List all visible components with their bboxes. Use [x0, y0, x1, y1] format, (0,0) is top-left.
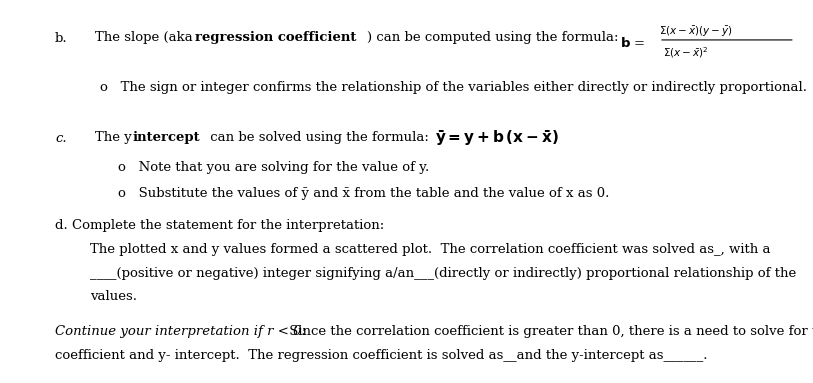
Text: can be solved using the formula:: can be solved using the formula: — [206, 131, 429, 144]
Text: ) can be computed using the formula:: ) can be computed using the formula: — [367, 31, 619, 44]
Text: The y: The y — [95, 131, 136, 144]
Text: regression coefficient: regression coefficient — [195, 31, 356, 44]
Text: o   Substitute the values of ȳ and x̄ from the table and the value of x as 0.: o Substitute the values of ȳ and x̄ from… — [118, 187, 610, 200]
Text: b.: b. — [55, 31, 67, 44]
Text: $\mathbf{b}$ =: $\mathbf{b}$ = — [620, 36, 646, 50]
Text: The plotted x and y values formed a scattered plot.  The correlation coefficient: The plotted x and y values formed a scat… — [90, 244, 771, 257]
Text: The slope (aka: The slope (aka — [95, 31, 197, 44]
Text: d. Complete the statement for the interpretation:: d. Complete the statement for the interp… — [55, 218, 385, 231]
Text: $\mathbf{\bar{y} = y + b\,(x - \bar{x})}$: $\mathbf{\bar{y} = y + b\,(x - \bar{x})}… — [435, 128, 559, 148]
Text: $\Sigma(x-\bar{x})^{2}$: $\Sigma(x-\bar{x})^{2}$ — [663, 45, 709, 60]
Text: Continue your interpretation if r < 0:: Continue your interpretation if r < 0: — [55, 324, 306, 337]
Text: o   The sign or integer confirms the relationship of the variables either direct: o The sign or integer confirms the relat… — [100, 82, 807, 95]
Text: ____(positive or negative) integer signifying a/an___(directly or indirectly) pr: ____(positive or negative) integer signi… — [90, 267, 796, 280]
Text: o   Note that you are solving for the value of y.: o Note that you are solving for the valu… — [118, 162, 429, 175]
Text: coefficient and y- intercept.  The regression coefficient is solved as__and the : coefficient and y- intercept. The regres… — [55, 349, 707, 362]
Text: $\Sigma(x-\bar{x})(y-\bar{y})$: $\Sigma(x-\bar{x})(y-\bar{y})$ — [659, 25, 733, 39]
Text: c.: c. — [55, 131, 67, 144]
Text: Since the correlation coefficient is greater than 0, there is a need to solve fo: Since the correlation coefficient is gre… — [285, 324, 813, 337]
Text: intercept: intercept — [133, 131, 201, 144]
Text: values.: values. — [90, 290, 137, 303]
